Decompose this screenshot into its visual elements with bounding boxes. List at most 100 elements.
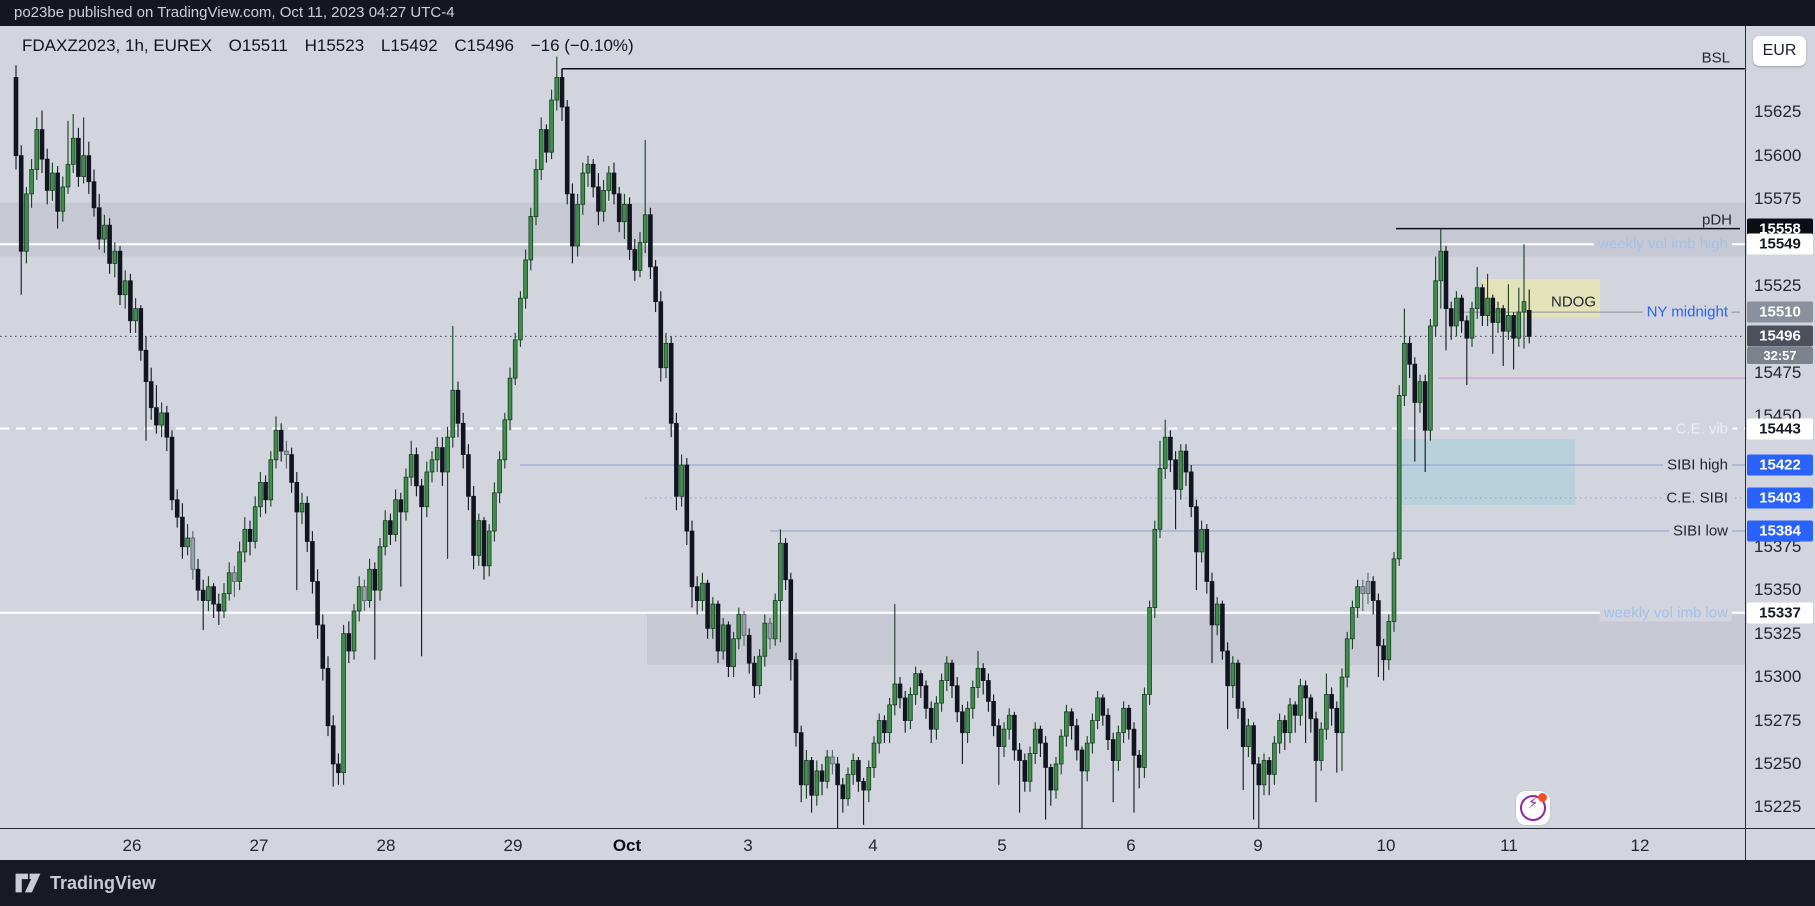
candle[interactable]: [60, 176, 66, 222]
candle[interactable]: [174, 489, 180, 528]
candle[interactable]: [455, 381, 461, 438]
candle[interactable]: [330, 715, 336, 787]
candle[interactable]: [876, 713, 882, 754]
candle[interactable]: [18, 145, 24, 295]
candle[interactable]: [778, 529, 783, 643]
candle[interactable]: [949, 659, 955, 698]
candle[interactable]: [419, 478, 424, 657]
candle[interactable]: [601, 179, 606, 222]
candle[interactable]: [720, 617, 726, 660]
candle[interactable]: [866, 760, 872, 803]
candle[interactable]: [1017, 743, 1022, 813]
candle[interactable]: [538, 117, 544, 180]
candle[interactable]: [918, 670, 924, 698]
candle[interactable]: [1396, 385, 1402, 566]
candle[interactable]: [429, 451, 435, 483]
candlestick-plot[interactable]: [0, 26, 1815, 860]
candle[interactable]: [1095, 690, 1100, 730]
candle[interactable]: [143, 336, 149, 441]
candle[interactable]: [310, 531, 315, 594]
candle[interactable]: [1038, 725, 1043, 757]
candle[interactable]: [1277, 713, 1282, 754]
candle[interactable]: [1344, 631, 1350, 688]
candle[interactable]: [1074, 718, 1080, 761]
candle[interactable]: [1256, 756, 1262, 834]
candle[interactable]: [611, 162, 617, 205]
candle[interactable]: [315, 569, 320, 639]
candle[interactable]: [871, 736, 877, 778]
candle[interactable]: [1022, 753, 1028, 792]
candle[interactable]: [897, 677, 903, 709]
candle[interactable]: [1422, 374, 1428, 472]
candle[interactable]: [814, 760, 820, 806]
candle[interactable]: [1402, 308, 1407, 406]
candle[interactable]: [1428, 319, 1433, 441]
candle[interactable]: [960, 704, 965, 764]
candle[interactable]: [793, 652, 799, 747]
candle[interactable]: [1454, 291, 1459, 337]
candle[interactable]: [986, 673, 991, 712]
candle[interactable]: [1443, 246, 1449, 351]
candle[interactable]: [65, 120, 71, 194]
candle[interactable]: [351, 604, 357, 660]
candle[interactable]: [554, 56, 560, 111]
candle[interactable]: [133, 298, 138, 333]
candle[interactable]: [70, 113, 76, 174]
candle[interactable]: [81, 117, 86, 184]
candle[interactable]: [1282, 715, 1288, 751]
candle[interactable]: [1448, 301, 1454, 340]
candle[interactable]: [772, 593, 778, 646]
candle[interactable]: [1079, 746, 1085, 834]
candle[interactable]: [1058, 729, 1064, 775]
candle[interactable]: [1516, 287, 1522, 347]
candle[interactable]: [694, 576, 700, 615]
candle[interactable]: [689, 520, 695, 608]
brand-name[interactable]: TradingView: [50, 872, 156, 893]
candle[interactable]: [1272, 736, 1277, 785]
candle[interactable]: [1121, 701, 1126, 744]
candle[interactable]: [564, 100, 570, 205]
candle[interactable]: [752, 656, 757, 698]
candle[interactable]: [138, 305, 144, 361]
candle[interactable]: [965, 701, 970, 744]
candle[interactable]: [606, 166, 612, 201]
candle[interactable]: [450, 325, 456, 448]
candle[interactable]: [840, 777, 846, 813]
time-axis[interactable]: 26 27 28 29 Oct 3 4 5 6 9 10 11 12: [0, 828, 1815, 861]
candle[interactable]: [164, 405, 170, 452]
candle[interactable]: [263, 475, 268, 514]
candle[interactable]: [200, 579, 206, 631]
candle[interactable]: [408, 440, 414, 486]
candle[interactable]: [585, 155, 591, 187]
candle[interactable]: [913, 666, 918, 705]
chart-stage[interactable]: FDAXZ2023, 1h, EUREX O15511 H15523 L1549…: [0, 26, 1815, 861]
candle[interactable]: [1240, 701, 1246, 791]
candle[interactable]: [1157, 440, 1163, 539]
candle[interactable]: [434, 437, 440, 472]
candle[interactable]: [1469, 301, 1475, 347]
candle[interactable]: [252, 496, 258, 549]
candle[interactable]: [1006, 708, 1012, 740]
candle[interactable]: [939, 673, 944, 712]
candle[interactable]: [268, 451, 274, 507]
candle[interactable]: [294, 471, 300, 591]
candle[interactable]: [746, 628, 752, 674]
candle[interactable]: [835, 756, 840, 830]
candle[interactable]: [887, 697, 892, 744]
candle[interactable]: [1053, 756, 1059, 799]
candle[interactable]: [382, 510, 388, 556]
candle[interactable]: [882, 715, 887, 744]
candle[interactable]: [122, 270, 128, 309]
candle[interactable]: [934, 696, 939, 740]
candle[interactable]: [1464, 315, 1470, 386]
candle[interactable]: [809, 756, 814, 813]
candle[interactable]: [1324, 673, 1329, 740]
candle[interactable]: [76, 127, 81, 187]
candle[interactable]: [476, 513, 482, 566]
candle[interactable]: [570, 183, 575, 264]
candle[interactable]: [367, 558, 372, 608]
candle[interactable]: [507, 367, 513, 431]
candle[interactable]: [580, 162, 586, 215]
candle[interactable]: [679, 454, 684, 507]
candle[interactable]: [1235, 659, 1241, 719]
